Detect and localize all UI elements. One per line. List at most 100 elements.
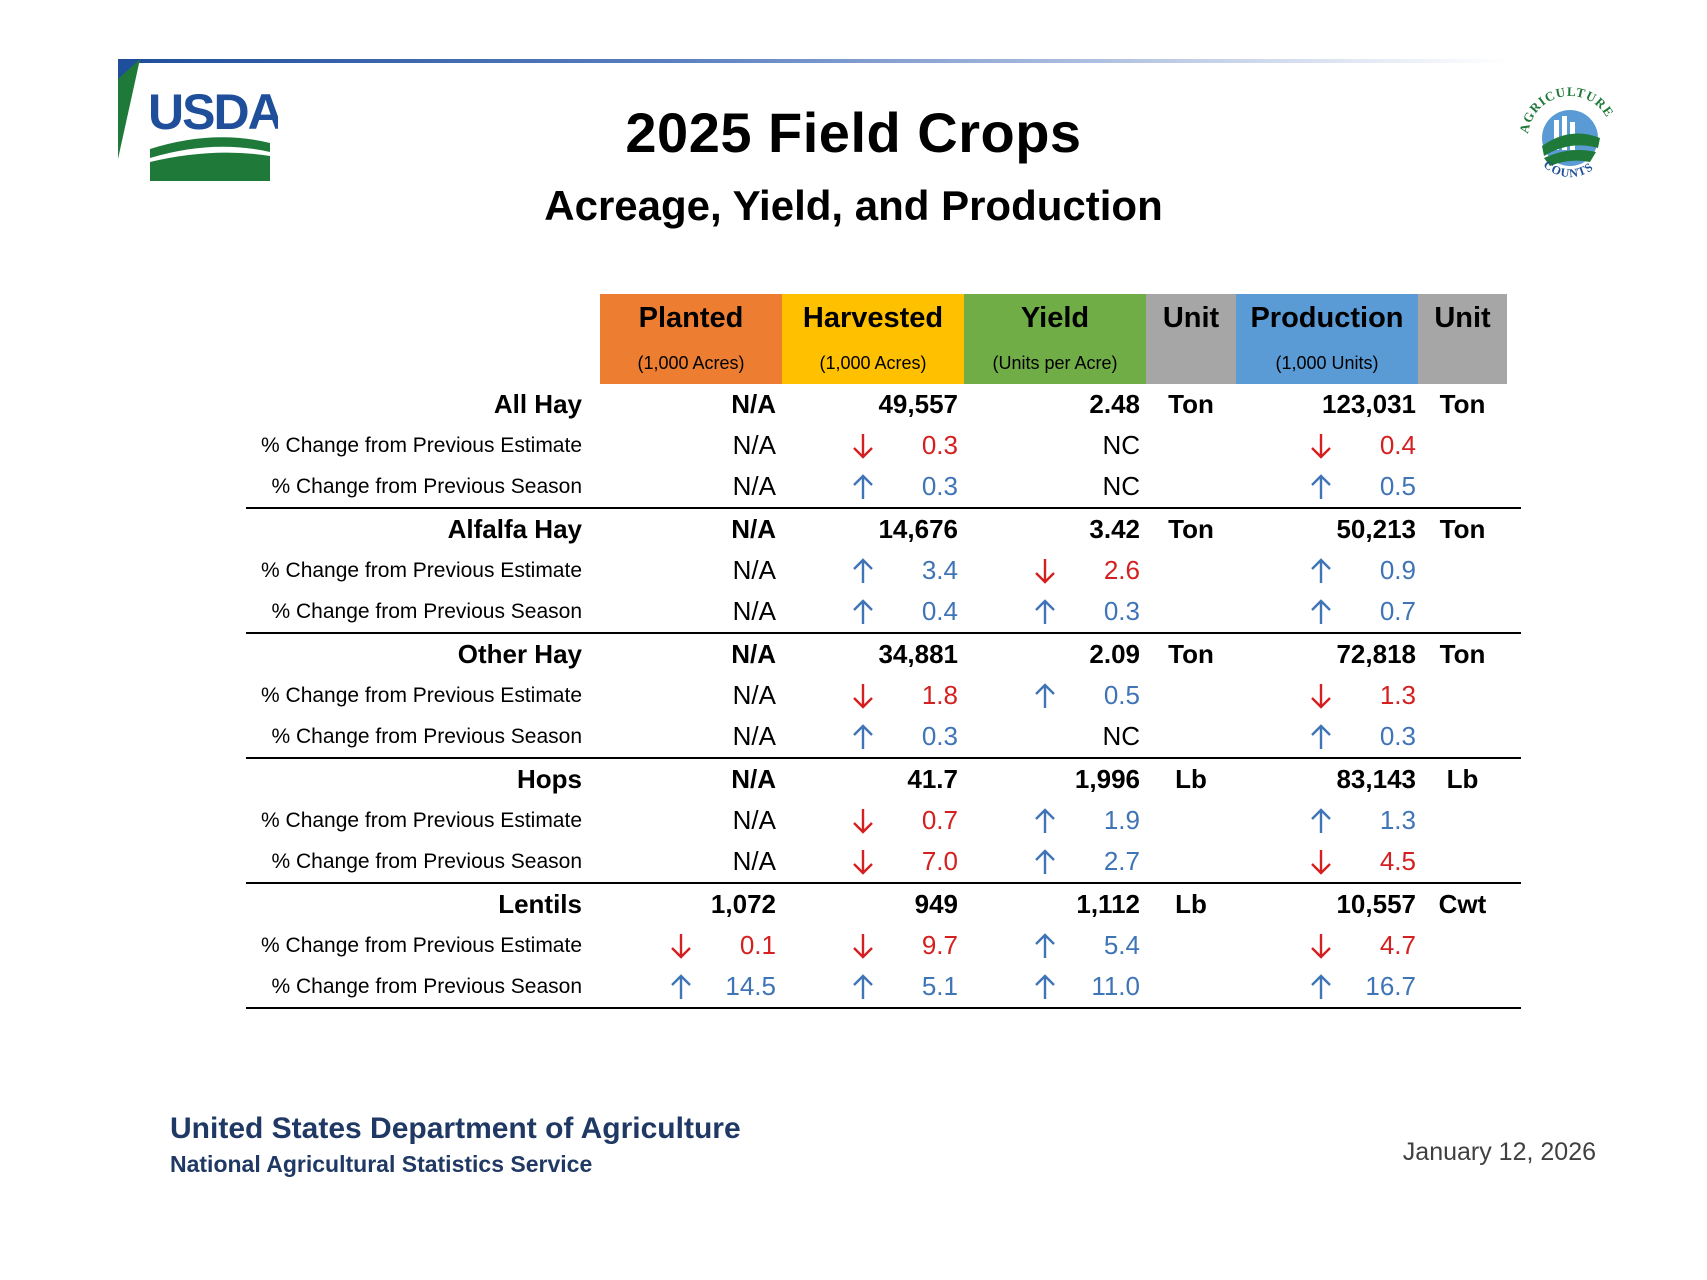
- page-title: 2025 Field Crops: [625, 101, 1082, 164]
- change-row: % Change from Previous Season 14.5 5.1 11.0…: [246, 966, 1521, 1009]
- change-row: % Change from Previous Season N/A 0.4 0.3 0.…: [246, 591, 1521, 634]
- footer-org-name: United States Department of Agriculture: [170, 1112, 741, 1145]
- change-production-value: 4.7: [1379, 930, 1416, 960]
- change-production-value: 0.9: [1379, 555, 1416, 585]
- arrow-up-icon: [853, 724, 873, 749]
- arrow-up-icon: [1035, 974, 1055, 999]
- crop-row: Alfalfa Hay N/A 14,676 3.42 50,213 Ton Ton: [0, 509, 1707, 550]
- change-harvested-value: 0.4: [921, 596, 958, 626]
- change-harvested-value: 0.7: [921, 805, 958, 835]
- crop-planted-value: N/A: [731, 764, 776, 794]
- crop-yield-value: 3.42: [1089, 514, 1140, 544]
- footer-agency-name: National Agricultural Statistics Service: [170, 1151, 593, 1177]
- column-header-unit-5: Unit: [1418, 294, 1507, 384]
- change-yield-value: 2.6: [1103, 555, 1140, 585]
- crop-production-value: 83,143: [1336, 764, 1416, 794]
- change-row: % Change from Previous Estimate N/A 0.7 1.9…: [0, 800, 1707, 841]
- column-header-label: Harvested: [802, 302, 944, 334]
- column-header-units: (1,000 Acres): [637, 353, 745, 373]
- change-yield-value: NC: [1102, 430, 1140, 460]
- crop-production-value: 10,557: [1336, 889, 1416, 919]
- crop-yield-value: 1,996: [1074, 764, 1140, 794]
- change-row: % Change from Previous Estimate N/A 0.3 NC 0…: [0, 425, 1707, 466]
- change-planted-value: N/A: [732, 846, 776, 876]
- arrow-down-icon: [1035, 559, 1055, 584]
- change-label: % Change from Previous Season: [271, 850, 583, 873]
- change-harvested-value: 0.3: [921, 721, 958, 751]
- arrow-down-icon: [1311, 684, 1331, 709]
- crop-row: Other Hay N/A 34,881 2.09 72,818 Ton Ton: [0, 634, 1707, 675]
- change-yield-value: 0.3: [1103, 596, 1140, 626]
- arrow-up-icon: [671, 974, 691, 999]
- crop-production-value: 72,818: [1336, 639, 1416, 669]
- change-row: % Change from Previous Estimate N/A 1.8 0.5…: [0, 675, 1707, 716]
- arrow-up-icon: [1035, 683, 1055, 708]
- crop-row: All Hay N/A 49,557 2.48 123,031 Ton Ton: [0, 384, 1707, 425]
- crop-production-unit: Lb: [1446, 764, 1479, 794]
- arrow-down-icon: [671, 934, 691, 959]
- change-planted-value: N/A: [732, 471, 776, 501]
- crop-production-value: 50,213: [1336, 514, 1416, 544]
- change-yield-value: 2.7: [1103, 846, 1140, 876]
- column-header-harvested: Harvested (1,000 Acres): [782, 294, 964, 384]
- crop-yield-value: 2.09: [1089, 639, 1140, 669]
- crop-table-body: All Hay N/A 49,557 2.48 123,031 Ton Ton % Chang…: [0, 384, 1707, 1009]
- report-date: January 12, 2026: [1402, 1138, 1596, 1166]
- arrow-up-icon: [1311, 808, 1331, 833]
- arrow-up-icon: [1311, 558, 1331, 583]
- crop-yield-unit: Ton: [1168, 639, 1214, 669]
- arrow-down-icon: [853, 809, 873, 834]
- change-harvested-value: 7.0: [921, 846, 958, 876]
- arrow-up-icon: [1311, 474, 1331, 499]
- change-harvested-value: 1.8: [921, 680, 958, 710]
- arrow-up-icon: [1035, 599, 1055, 624]
- change-yield-value: 11.0: [1091, 971, 1140, 1001]
- crop-planted-value: N/A: [731, 514, 776, 544]
- column-header-planted: Planted (1,000 Acres): [600, 294, 782, 384]
- crop-name: Hops: [517, 764, 582, 794]
- crop-harvested-value: 949: [914, 889, 958, 919]
- arrow-down-icon: [1311, 850, 1331, 875]
- column-header-yield: Yield (Units per Acre): [964, 294, 1146, 384]
- arrow-down-icon: [853, 684, 873, 709]
- arrow-down-icon: [1311, 934, 1331, 959]
- column-header-label: Production: [1250, 302, 1404, 334]
- arrow-up-icon: [1311, 599, 1331, 624]
- change-label: % Change from Previous Season: [271, 975, 583, 998]
- change-planted-value: N/A: [732, 680, 776, 710]
- arrow-up-icon: [853, 558, 873, 583]
- change-production-value: 1.3: [1379, 805, 1416, 835]
- crop-name: All Hay: [493, 389, 582, 419]
- change-row: % Change from Previous Season N/A 0.3 NC 0.3: [246, 716, 1521, 759]
- change-planted-value: N/A: [732, 805, 776, 835]
- arrow-up-icon: [1311, 974, 1331, 999]
- column-header-label: Unit: [1162, 302, 1220, 334]
- change-label: % Change from Previous Estimate: [261, 434, 582, 457]
- change-planted-value: 0.1: [739, 930, 776, 960]
- arrow-down-icon: [853, 434, 873, 459]
- column-header-units: (1,000 Units): [1275, 353, 1379, 373]
- crop-name: Alfalfa Hay: [447, 514, 582, 544]
- column-header-label: Yield: [1020, 302, 1090, 334]
- change-production-value: 0.5: [1379, 471, 1416, 501]
- change-production-value: 0.7: [1379, 596, 1416, 626]
- crop-planted-value: N/A: [731, 389, 776, 419]
- crop-yield-unit: Ton: [1168, 389, 1214, 419]
- change-yield-value: 1.9: [1103, 805, 1140, 835]
- change-production-value: 0.4: [1379, 430, 1416, 460]
- change-planted-value: N/A: [732, 721, 776, 751]
- agriculture-counts-logo: AGRICULTURE COUNTS: [1516, 84, 1616, 180]
- crop-harvested-value: 14,676: [878, 514, 958, 544]
- arrow-up-icon: [853, 974, 873, 999]
- change-harvested-value: 5.1: [921, 971, 958, 1001]
- arrow-up-icon: [1035, 849, 1055, 874]
- change-harvested-value: 0.3: [921, 430, 958, 460]
- change-row: % Change from Previous Season N/A 7.0 2.7 4.…: [246, 841, 1521, 884]
- crop-row: Hops N/A 41.7 1,996 83,143 Lb Lb: [0, 759, 1707, 800]
- arrow-down-icon: [853, 934, 873, 959]
- change-label: % Change from Previous Estimate: [261, 809, 582, 832]
- column-header-production: Production (1,000 Units): [1236, 294, 1418, 384]
- crop-production-unit: Ton: [1439, 514, 1486, 544]
- usda-logo: USDA: [118, 59, 278, 181]
- column-header-unit-3: Unit: [1146, 294, 1236, 384]
